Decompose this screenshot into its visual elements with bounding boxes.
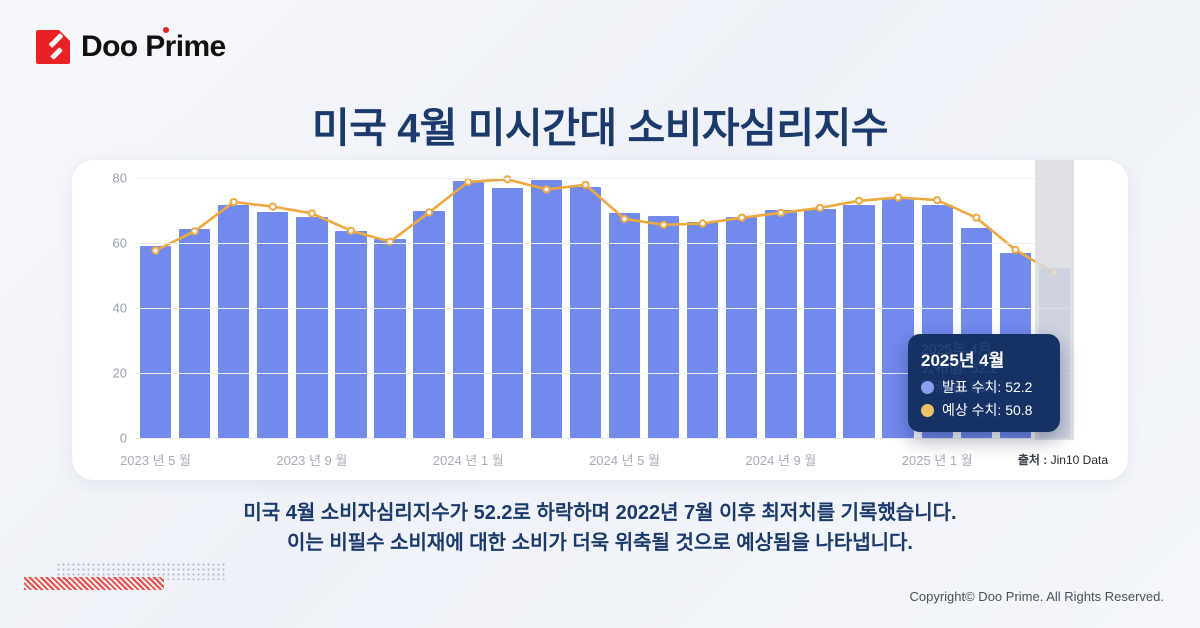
grid-line — [136, 243, 1074, 244]
doo-prime-logo-icon — [36, 30, 70, 64]
forecast-line-series — [151, 175, 1059, 278]
bar[interactable] — [374, 238, 406, 438]
page-title: 미국 4월 미시간대 소비자심리지수 — [311, 105, 889, 151]
bar[interactable] — [765, 210, 797, 438]
tooltip-ghost-date: 2025年 4月 — [921, 341, 992, 357]
tooltip-forecast-label: 예상 수치: 50.8 — [942, 402, 1033, 418]
caption: 미국 4월 소비자심리지수가 52.2로 하락하며 2022년 7월 이후 최저… — [0, 498, 1200, 558]
bar[interactable] — [178, 228, 211, 438]
chart-tooltip: 2025年 4月 公布值: 52.2 预测值: 50.8 2025년 4월 발표… — [908, 334, 1060, 432]
tooltip-forecast-row: 예상 수치: 50.8 — [921, 400, 1046, 420]
bar[interactable] — [257, 212, 289, 438]
tooltip-actual-row: 발표 수치: 52.2 — [921, 377, 1046, 397]
x-axis-tick-label: 2024 년 5 월 — [589, 453, 660, 468]
brand-logo: Doo Prime — [36, 27, 226, 64]
x-axis-tick-label: 2025 년 1 월 — [901, 453, 973, 468]
bar[interactable] — [608, 213, 641, 438]
caption-line-2: 이는 비필수 소비재에 대한 소비가 더욱 위축될 것으로 예상됨을 나타냅니다… — [287, 532, 913, 554]
decorative-red-bar — [24, 577, 164, 590]
bar[interactable] — [452, 181, 484, 438]
grid-line — [136, 178, 1074, 179]
logo-accent-dot — [162, 27, 169, 33]
bar[interactable] — [296, 216, 328, 438]
x-axis-tick-label: 2024 년 9 월 — [745, 453, 817, 468]
caption-line-1: 미국 4월 소비자심리지수가 52.2로 하락하며 2022년 7월 이후 최저… — [243, 502, 957, 524]
actual-series-dot-icon — [921, 380, 934, 394]
copyright-text: Copyright© Doo Prime. All Rights Reserve… — [909, 589, 1164, 604]
x-axis-tick-label: 2023 년 9 월 — [276, 453, 348, 468]
forecast-series-dot-icon — [921, 403, 934, 417]
grid-line — [136, 308, 1074, 309]
y-axis-tick-label: 0 — [119, 430, 127, 446]
source-label: 출처 : — [1017, 453, 1048, 467]
tooltip-actual-label: 발표 수치: 52.2 — [942, 379, 1033, 395]
bar[interactable] — [726, 217, 758, 438]
source-value: Jin10 Data — [1050, 453, 1108, 467]
bar[interactable] — [647, 216, 680, 438]
y-axis-tick-label: 60 — [112, 235, 127, 251]
tooltip-ghost-forecast: 预测值: 50.8 — [921, 379, 999, 395]
bar[interactable] — [804, 208, 836, 438]
x-axis-tick-label: 2024 년 1 월 — [432, 453, 504, 468]
bar[interactable] — [413, 211, 445, 438]
tooltip-ghost-actual: 公布值: 52.2 — [921, 360, 999, 376]
bar[interactable] — [139, 245, 172, 438]
grid-line — [136, 438, 1074, 439]
y-axis-tick-label: 80 — [112, 170, 127, 186]
grid-line — [136, 373, 1074, 374]
y-axis-tick-label: 40 — [112, 300, 127, 316]
decorative-dot-grid — [56, 562, 226, 580]
chart-card: 0 20 40 60 80 2023 년 5 월 2023 년 9 월 2024 년 1 월 2… — [72, 160, 1128, 480]
chart-plot-area: 0 20 40 60 80 2023 년 5 월 2023 년 9 월 2024 년 1 월 2… — [113, 160, 1074, 468]
chart-source: 출처 : Jin10 Data — [1018, 451, 1108, 468]
tooltip-ghost-layer: 2025年 4月 公布值: 52.2 预测值: 50.8 — [921, 340, 998, 397]
y-axis-tick-label: 20 — [112, 365, 127, 381]
bar[interactable] — [687, 222, 719, 438]
bar[interactable] — [569, 187, 602, 438]
x-axis-tick-label: 2023 년 5 월 — [120, 453, 191, 468]
bar[interactable] — [491, 188, 523, 438]
bar[interactable] — [335, 230, 367, 438]
tooltip-date: 2025년 4월 — [921, 351, 1005, 370]
bar[interactable] — [218, 205, 250, 438]
brand-name: Doo Prime — [81, 30, 226, 63]
